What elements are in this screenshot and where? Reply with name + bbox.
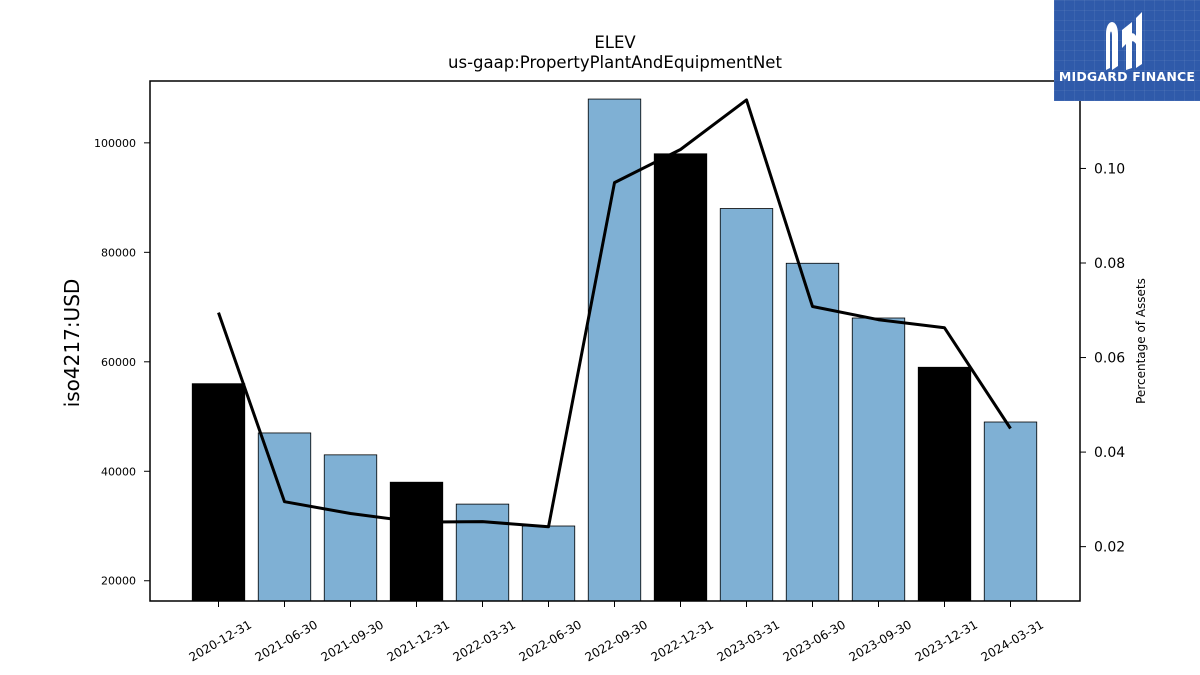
y-tick-label-40000: 40000 — [101, 465, 136, 478]
y-tick-label-20000: 20000 — [101, 575, 136, 588]
x-tick-label-2021-09-30: 2021-09-30 — [319, 617, 386, 664]
x-tick-label-2024-03-31: 2024-03-31 — [979, 617, 1046, 664]
logo-text: MIDGARD FINANCE — [1058, 69, 1196, 84]
bar-2022-03-31 — [455, 503, 510, 602]
bars — [191, 98, 1038, 602]
x-tick-label-2021-06-30: 2021-06-30 — [253, 617, 320, 664]
bar-2021-12-31 — [389, 481, 444, 602]
bar-2023-09-30 — [851, 317, 906, 602]
bar-2021-06-30 — [257, 432, 312, 602]
y2-tick-label-0.10: 0.10 — [1094, 161, 1125, 177]
chart-title: ELEV — [594, 33, 636, 52]
y-tick-label-60000: 60000 — [101, 356, 136, 369]
bar-2023-06-30 — [785, 262, 840, 602]
bar-2023-03-31 — [719, 208, 774, 602]
y2-tick-label-0.02: 0.02 — [1094, 540, 1125, 556]
y-axis-right: 0.02 0.04 0.06 0.08 0.10 — [1080, 161, 1125, 556]
x-tick-label-2021-12-31: 2021-12-31 — [385, 617, 452, 664]
x-tick-label-2020-12-31: 2020-12-31 — [187, 617, 254, 664]
percentage-line-layer — [217, 98, 1012, 529]
logo-mark-icon — [1106, 12, 1142, 70]
x-tick-label-2023-06-30: 2023-06-30 — [781, 617, 848, 664]
y-tick-label-100000: 100000 — [94, 137, 136, 150]
bar-2021-09-30 — [323, 454, 378, 602]
x-tick-label-2022-09-30: 2022-09-30 — [583, 617, 650, 664]
x-tick-label-2023-09-30: 2023-09-30 — [847, 617, 914, 664]
x-tick-label-2022-12-31: 2022-12-31 — [649, 617, 716, 664]
y2-tick-label-0.06: 0.06 — [1094, 351, 1125, 367]
midgard-finance-logo: MIDGARD FINANCE — [1054, 0, 1200, 101]
y-axis-left: 20000 40000 60000 80000 100000 — [94, 137, 150, 588]
x-tick-label-2022-06-30: 2022-06-30 — [517, 617, 584, 664]
y2-tick-label-0.08: 0.08 — [1094, 256, 1125, 272]
bar-2020-12-31 — [191, 383, 246, 602]
percentage-of-assets-line — [217, 98, 1012, 529]
y2-tick-label-0.04: 0.04 — [1094, 445, 1125, 461]
y-tick-label-80000: 80000 — [101, 246, 136, 259]
bar-2022-12-31 — [653, 153, 708, 602]
y-axis-label: iso4217:USD — [60, 279, 84, 408]
bar-2022-06-30 — [521, 525, 576, 602]
x-tick-label-2023-12-31: 2023-12-31 — [913, 617, 980, 664]
x-tick-label-2023-03-31: 2023-03-31 — [715, 617, 782, 664]
bar-2024-03-31 — [983, 421, 1038, 602]
chart-subtitle: us-gaap:PropertyPlantAndEquipmentNet — [448, 53, 782, 72]
bar-2023-12-31 — [917, 366, 972, 602]
y2-axis-label: Percentage of Assets — [1134, 278, 1148, 404]
x-axis: 2020-12-312021-06-302021-09-302021-12-31… — [187, 601, 1046, 664]
x-tick-label-2022-03-31: 2022-03-31 — [451, 617, 518, 664]
